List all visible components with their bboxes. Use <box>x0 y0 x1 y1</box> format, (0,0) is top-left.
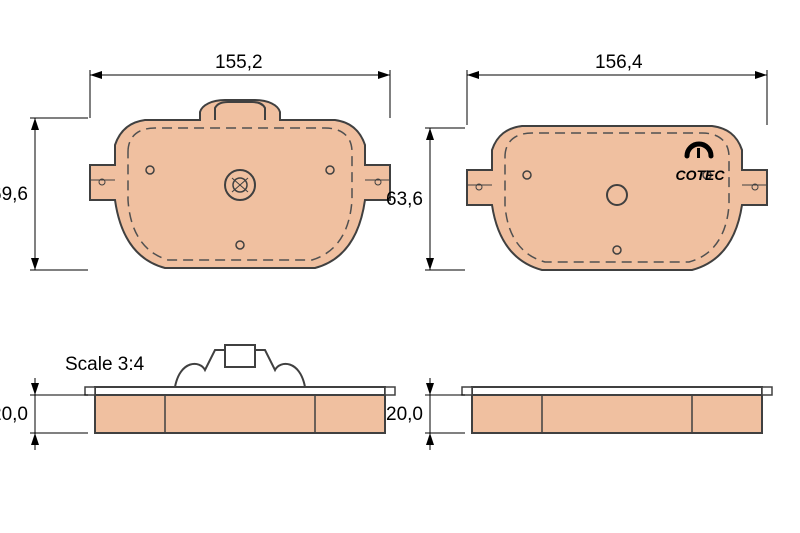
dim-right-height: 63,6 <box>386 128 465 270</box>
dim-right-thickness: 20,0 <box>386 378 465 450</box>
technical-drawing-container: 155,2 69,6 <box>0 0 800 533</box>
left-pad-front-view <box>90 100 390 268</box>
cotec-logo-text: COTEC <box>676 167 726 183</box>
left-pad-side-view: Scale 3:4 <box>65 345 395 433</box>
right-pad-front-view: COTEC <box>467 126 767 270</box>
dim-left-height-label: 69,6 <box>0 184 28 205</box>
drawing-svg: 155,2 69,6 <box>0 0 800 533</box>
right-pad-side-view <box>462 387 772 433</box>
dim-left-height: 69,6 <box>0 118 88 270</box>
dim-left-thickness: 20,0 <box>0 378 88 450</box>
dim-left-thickness-label: 20,0 <box>0 404 28 425</box>
scale-label: Scale 3:4 <box>65 354 145 375</box>
dim-right-width-label: 156,4 <box>595 52 643 73</box>
dim-right-height-label: 63,6 <box>386 189 423 210</box>
dim-left-width-label: 155,2 <box>215 52 263 73</box>
dim-right-thickness-label: 20,0 <box>386 404 423 425</box>
dim-right-width: 156,4 <box>467 52 767 125</box>
